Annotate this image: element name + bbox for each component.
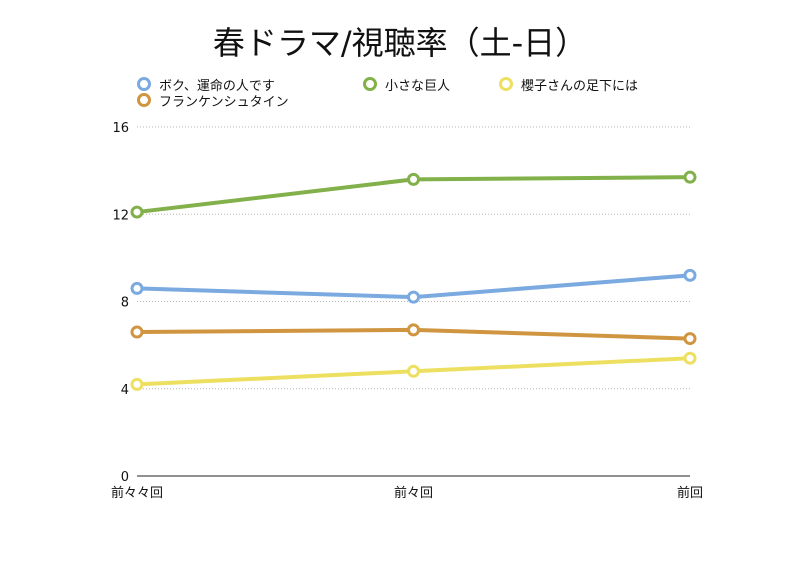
gridlines <box>137 126 690 390</box>
data-point[interactable] <box>683 351 697 365</box>
y-tick-label: 0 <box>121 470 129 485</box>
data-point[interactable] <box>130 205 144 219</box>
legend-marker-icon <box>499 77 513 91</box>
legend-label: 櫻子さんの足下には <box>521 78 639 94</box>
legend-label: ボク、運命の人です <box>159 78 275 94</box>
legend-item-frankenstein[interactable]: フランケンシュタイン <box>137 91 289 110</box>
data-point[interactable] <box>130 325 144 339</box>
data-point[interactable] <box>407 323 420 337</box>
legend-label: フランケンシュタイン <box>159 94 289 110</box>
legend-item-chiisana-kyojin[interactable]: 小さな巨人 <box>363 75 451 94</box>
series-lines <box>130 170 697 391</box>
data-point[interactable] <box>683 268 697 282</box>
legend-marker-icon <box>363 77 377 91</box>
legend-marker-icon <box>137 77 151 91</box>
y-tick-label: 4 <box>121 383 129 398</box>
legend-label: 小さな巨人 <box>385 78 451 94</box>
data-point[interactable] <box>130 377 144 391</box>
legend-item-boku[interactable]: ボク、運命の人です <box>137 75 275 94</box>
data-point[interactable] <box>407 172 420 186</box>
data-point[interactable] <box>407 290 420 304</box>
tick-labels: 0 4 8 12 16 前々々回 前々回 前回 <box>111 121 703 501</box>
data-point[interactable] <box>683 170 697 184</box>
data-point[interactable] <box>407 364 420 378</box>
x-tick-label: 前々々回 <box>111 485 163 501</box>
legend-marker-icon <box>137 93 151 107</box>
x-tick-label: 前々回 <box>394 485 433 501</box>
x-tick-label: 前回 <box>677 485 703 501</box>
y-tick-label: 16 <box>112 121 129 136</box>
chart-title: 春ドラマ/視聴率（土-日） <box>212 24 588 62</box>
legend-item-sakurako[interactable]: 櫻子さんの足下には <box>499 75 639 94</box>
data-point[interactable] <box>683 332 697 346</box>
y-tick-label: 12 <box>112 208 129 223</box>
data-point[interactable] <box>130 281 144 295</box>
y-tick-label: 8 <box>121 296 129 311</box>
